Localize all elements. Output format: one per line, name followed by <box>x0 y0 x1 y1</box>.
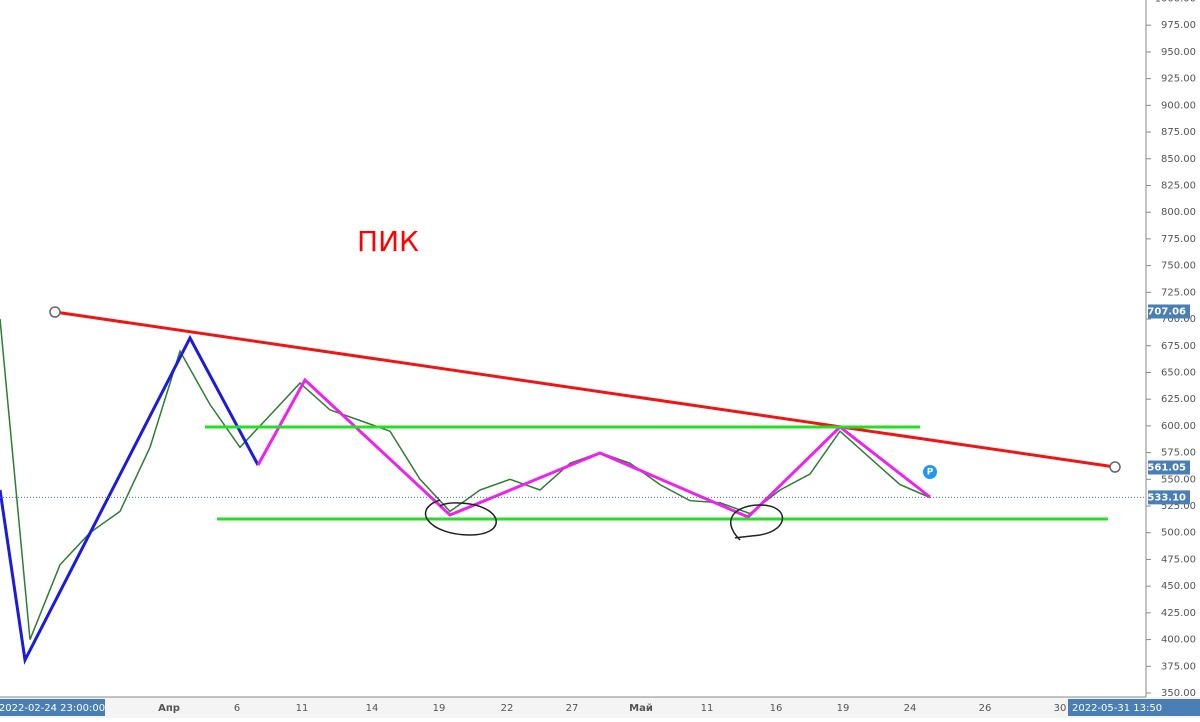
price-label-box <box>1148 460 1190 475</box>
y-tick-label: 400.00 <box>1161 635 1196 646</box>
x-tick-label: 27 <box>566 703 579 714</box>
y-tick-label: 575.00 <box>1161 448 1196 459</box>
y-tick-label: 925.00 <box>1161 74 1196 85</box>
y-tick-label: 425.00 <box>1161 608 1196 619</box>
price-line <box>0 318 931 640</box>
x-tick-label: 11 <box>701 703 714 714</box>
y-tick-label: 600.00 <box>1161 421 1196 432</box>
y-tick-label: 725.00 <box>1161 287 1196 298</box>
y-tick-label: 775.00 <box>1161 234 1196 245</box>
y-tick-label: 500.00 <box>1161 528 1196 539</box>
x-tick-label: 19 <box>837 703 850 714</box>
end-date: 2022-05-31 13:50 <box>1072 703 1162 714</box>
zigzag-magenta <box>256 377 931 519</box>
handle[interactable] <box>1109 461 1121 473</box>
x-tick-label: 11 <box>296 703 309 714</box>
y-tick-label: 650.00 <box>1161 367 1196 378</box>
start-date: 2022-02-24 23:00:00 <box>0 703 105 714</box>
x-tick-label: Май <box>629 703 653 714</box>
drawings: P <box>0 306 1121 665</box>
price-label: 707.06 <box>1147 306 1186 317</box>
x-tick-label: 14 <box>366 703 379 714</box>
x-tick-label: 30 <box>1054 703 1067 714</box>
y-tick-label: 900.00 <box>1161 100 1196 111</box>
date-box <box>1068 699 1200 716</box>
date-box <box>0 699 105 716</box>
y-tick-label: 625.00 <box>1161 394 1196 405</box>
ellipse <box>424 499 497 536</box>
annotation: ПИК <box>357 225 419 258</box>
p-badge[interactable] <box>923 465 937 479</box>
y-tick-label: 825.00 <box>1161 180 1196 191</box>
y-tick-label: 750.00 <box>1161 261 1196 272</box>
y-tick-label: 700.00 <box>1161 314 1196 325</box>
handle[interactable] <box>49 306 61 318</box>
y-tick-label: 475.00 <box>1161 554 1196 565</box>
y-tick-label: 850.00 <box>1161 154 1196 165</box>
y-tick-label: 525.00 <box>1161 501 1196 512</box>
price-label-box <box>1148 304 1190 319</box>
price-label-box <box>1148 490 1190 505</box>
x-tick-label: 24 <box>904 703 917 714</box>
x-tick-label: 6 <box>234 703 240 714</box>
y-tick-label: 375.00 <box>1161 661 1196 672</box>
y-tick-label: 1000.00 <box>1155 0 1196 5</box>
y-tick-label: 875.00 <box>1161 127 1196 138</box>
y-tick-label: 950.00 <box>1161 47 1196 58</box>
y-tick-label: 800.00 <box>1161 207 1196 218</box>
y-tick-label: 550.00 <box>1161 474 1196 485</box>
x-tick-label: Апр <box>158 703 180 714</box>
x-tick-label: 22 <box>501 703 514 714</box>
price-label: 561.05 <box>1147 463 1186 474</box>
y-tick-label: 975.00 <box>1161 20 1196 31</box>
price-label: 533.10 <box>1147 492 1186 503</box>
y-tick-label: 350.00 <box>1161 688 1196 699</box>
p-badge-text: P <box>927 468 934 478</box>
trend-line <box>54 310 1116 469</box>
time-axis <box>0 697 1200 718</box>
x-tick-label: 16 <box>770 703 783 714</box>
x-tick-label: 26 <box>979 703 992 714</box>
price-axis <box>1146 0 1200 718</box>
x-tick-label: 19 <box>433 703 446 714</box>
ellipse <box>729 504 784 541</box>
y-tick-label: 675.00 <box>1161 341 1196 352</box>
y-tick-label: 450.00 <box>1161 581 1196 592</box>
zigzag-blue <box>0 334 260 665</box>
